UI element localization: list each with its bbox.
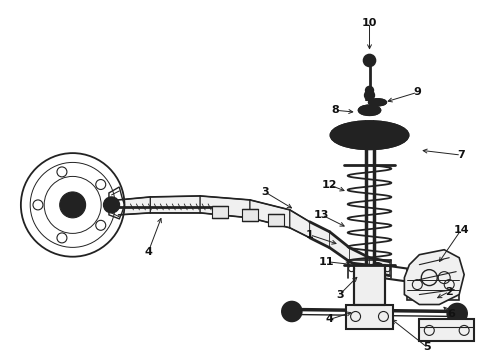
Circle shape <box>287 306 297 316</box>
Polygon shape <box>290 210 310 238</box>
Polygon shape <box>119 197 150 215</box>
Polygon shape <box>268 214 284 226</box>
Text: 14: 14 <box>453 225 469 235</box>
Circle shape <box>282 302 302 321</box>
Polygon shape <box>369 258 390 276</box>
Polygon shape <box>109 187 124 219</box>
Circle shape <box>370 263 385 276</box>
Text: 3: 3 <box>336 289 343 300</box>
Text: 10: 10 <box>362 18 377 28</box>
Polygon shape <box>310 222 330 248</box>
Circle shape <box>365 90 374 100</box>
Polygon shape <box>242 209 258 221</box>
Text: 7: 7 <box>457 150 465 160</box>
Text: 1: 1 <box>306 230 314 240</box>
Ellipse shape <box>331 121 408 149</box>
Polygon shape <box>419 319 474 341</box>
Circle shape <box>364 54 375 67</box>
Text: 13: 13 <box>314 210 329 220</box>
Text: 9: 9 <box>414 87 421 97</box>
Circle shape <box>60 192 86 218</box>
Polygon shape <box>200 196 250 218</box>
Text: 6: 6 <box>447 310 455 319</box>
Polygon shape <box>407 270 459 300</box>
Text: 4: 4 <box>145 247 152 257</box>
Polygon shape <box>250 200 290 228</box>
Polygon shape <box>349 248 369 272</box>
Ellipse shape <box>359 105 380 115</box>
Circle shape <box>424 270 438 284</box>
Circle shape <box>366 86 373 94</box>
Circle shape <box>67 199 79 211</box>
Circle shape <box>452 309 462 319</box>
Ellipse shape <box>368 99 387 106</box>
Polygon shape <box>354 265 386 305</box>
Circle shape <box>447 303 467 323</box>
Polygon shape <box>404 250 464 305</box>
Polygon shape <box>345 305 393 329</box>
Text: 12: 12 <box>322 180 338 190</box>
Text: 2: 2 <box>445 287 453 297</box>
Polygon shape <box>330 232 349 262</box>
Polygon shape <box>150 196 200 213</box>
Text: 4: 4 <box>326 314 334 324</box>
Text: 11: 11 <box>319 257 335 267</box>
Text: 5: 5 <box>423 342 431 352</box>
Text: 8: 8 <box>332 105 340 115</box>
Circle shape <box>374 267 380 273</box>
Circle shape <box>428 274 434 280</box>
Circle shape <box>103 197 120 213</box>
Polygon shape <box>212 206 228 218</box>
Text: 3: 3 <box>261 187 269 197</box>
